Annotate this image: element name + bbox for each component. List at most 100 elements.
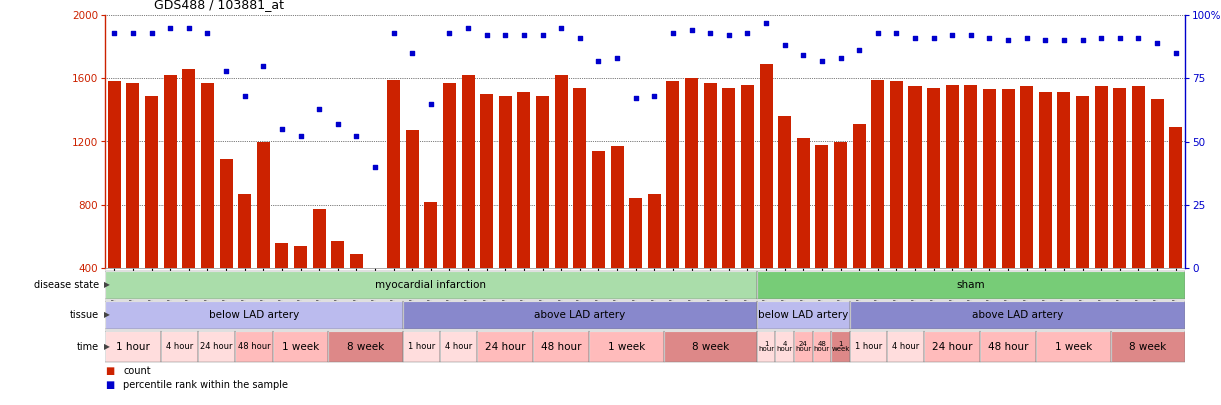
- Text: myocardial infarction: myocardial infarction: [375, 280, 486, 290]
- Text: 24 hour: 24 hour: [200, 342, 233, 351]
- Bar: [850, 330, 888, 362]
- Point: [626, 95, 646, 102]
- Text: 48
hour: 48 hour: [814, 341, 830, 352]
- Bar: [477, 330, 534, 362]
- Bar: [256, 141, 270, 268]
- Bar: [403, 301, 757, 329]
- Bar: [741, 85, 753, 268]
- Text: 24 hour: 24 hour: [932, 341, 972, 352]
- Bar: [403, 301, 757, 329]
- Bar: [1076, 96, 1089, 268]
- Bar: [477, 330, 534, 362]
- Point: [589, 57, 608, 64]
- Point: [532, 32, 552, 38]
- Bar: [105, 271, 757, 299]
- Bar: [441, 330, 477, 362]
- Bar: [107, 81, 121, 268]
- Bar: [236, 330, 272, 362]
- Text: 1 hour: 1 hour: [855, 342, 882, 351]
- Bar: [1111, 330, 1186, 362]
- Bar: [161, 330, 198, 362]
- Bar: [794, 330, 813, 362]
- Text: below LAD artery: below LAD artery: [209, 310, 299, 320]
- Text: ■: ■: [105, 366, 115, 376]
- Bar: [648, 194, 661, 268]
- Point: [607, 55, 626, 61]
- Bar: [797, 139, 810, 268]
- Bar: [757, 271, 1186, 299]
- Point: [234, 93, 254, 99]
- Point: [1073, 37, 1093, 44]
- Bar: [236, 330, 272, 362]
- Bar: [105, 301, 403, 329]
- Bar: [238, 194, 252, 268]
- Point: [924, 34, 944, 41]
- Text: 24 hour: 24 hour: [485, 341, 525, 352]
- Text: 48 hour: 48 hour: [988, 341, 1028, 352]
- Bar: [1037, 330, 1111, 362]
- Point: [794, 52, 813, 59]
- Point: [383, 30, 403, 36]
- Bar: [220, 159, 232, 268]
- Point: [477, 32, 497, 38]
- Bar: [775, 330, 794, 362]
- Bar: [534, 330, 590, 362]
- Text: percentile rank within the sample: percentile rank within the sample: [123, 380, 288, 390]
- Text: 1 week: 1 week: [282, 341, 319, 352]
- Bar: [331, 241, 344, 268]
- Bar: [980, 330, 1037, 362]
- Bar: [161, 330, 198, 362]
- Point: [198, 30, 217, 36]
- Bar: [1132, 86, 1145, 268]
- Point: [254, 62, 274, 69]
- Bar: [908, 86, 922, 268]
- Text: 1 hour: 1 hour: [116, 341, 150, 352]
- Point: [142, 30, 161, 36]
- Point: [440, 30, 459, 36]
- Point: [812, 57, 832, 64]
- Point: [272, 126, 292, 132]
- Point: [868, 30, 888, 36]
- Bar: [850, 330, 888, 362]
- Point: [645, 93, 664, 99]
- Point: [886, 30, 906, 36]
- Text: sham: sham: [956, 280, 985, 290]
- Bar: [794, 330, 813, 362]
- Bar: [850, 301, 1186, 329]
- Point: [179, 24, 199, 31]
- Bar: [272, 330, 328, 362]
- Point: [701, 30, 720, 36]
- Point: [216, 67, 236, 74]
- Bar: [816, 145, 828, 268]
- Text: count: count: [123, 366, 151, 376]
- Text: 4 hour: 4 hour: [893, 342, 919, 351]
- Point: [830, 55, 850, 61]
- Point: [1092, 34, 1111, 41]
- Bar: [872, 80, 884, 268]
- Point: [1148, 40, 1167, 46]
- Bar: [610, 146, 624, 268]
- Bar: [425, 202, 437, 268]
- Text: 4 hour: 4 hour: [446, 342, 473, 351]
- Text: 1 week: 1 week: [608, 341, 645, 352]
- Bar: [499, 96, 512, 268]
- Bar: [313, 209, 326, 268]
- Bar: [664, 330, 757, 362]
- Point: [1017, 34, 1037, 41]
- Bar: [276, 243, 288, 268]
- Bar: [924, 330, 980, 362]
- Text: 1 week: 1 week: [1055, 341, 1092, 352]
- Bar: [1021, 86, 1033, 268]
- Bar: [1039, 92, 1051, 268]
- Bar: [832, 330, 850, 362]
- Bar: [272, 330, 328, 362]
- Text: above LAD artery: above LAD artery: [972, 310, 1063, 320]
- Bar: [443, 83, 455, 268]
- Bar: [328, 330, 403, 362]
- Text: 4 hour: 4 hour: [166, 342, 193, 351]
- Bar: [723, 88, 735, 268]
- Bar: [888, 330, 924, 362]
- Bar: [403, 330, 441, 362]
- Bar: [554, 75, 568, 268]
- Bar: [590, 330, 664, 362]
